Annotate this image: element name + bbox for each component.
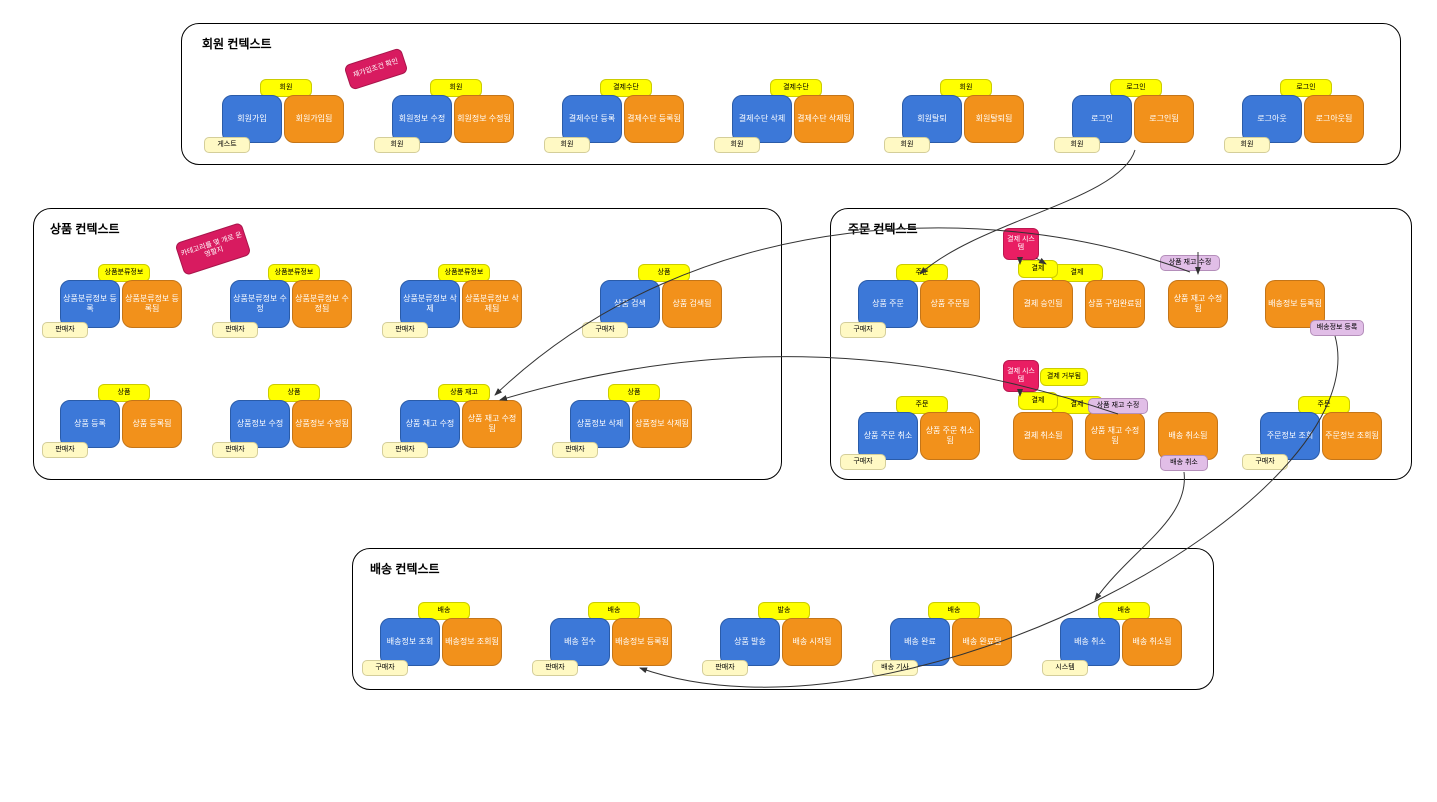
event-card: 상품 재고 수정됨 [1168,280,1228,328]
command-card: 회원가입 [222,95,282,143]
actor-tag: 판매자 [382,322,428,338]
command-card: 상품정보 수정 [230,400,290,448]
event-card: 로그아웃됨 [1304,95,1364,143]
actor-tag: 시스템 [1042,660,1088,676]
event-card: 상품분류정보 수정됨 [292,280,352,328]
member-context-title: 회원 컨텍스트 [202,35,272,52]
event-card: 회원정보 수정됨 [454,95,514,143]
event-card: 로그인됨 [1134,95,1194,143]
command-card: 상품 등록 [60,400,120,448]
command-card: 회원탈퇴 [902,95,962,143]
actor-tag: 판매자 [552,442,598,458]
command-card: 로그아웃 [1242,95,1302,143]
command-card: 상품 주문 [858,280,918,328]
stock-update-tag-2: 상품 재고 수정 [1088,398,1148,414]
event-card: 상품분류정보 등록됨 [122,280,182,328]
command-card: 상품 검색 [600,280,660,328]
event-card: 회원가입됨 [284,95,344,143]
command-card: 배송정보 조회 [380,618,440,666]
event-card: 배송정보 등록됨 [612,618,672,666]
event-card: 결제 승인됨 [1013,280,1073,328]
event-card: 배송 취소됨 [1122,618,1182,666]
command-card: 상품 주문 취소 [858,412,918,460]
command-card: 상품분류정보 삭제 [400,280,460,328]
actor-tag: 회원 [374,137,420,153]
delivery-cancel-tag: 배송 취소 [1160,455,1208,471]
actor-tag: 구매자 [582,322,628,338]
actor-tag: 회원 [544,137,590,153]
actor-tag: 판매자 [212,322,258,338]
command-card: 상품분류정보 수정 [230,280,290,328]
command-card: 회원정보 수정 [392,95,452,143]
command-card: 상품정보 삭제 [570,400,630,448]
event-card: 결제수단 삭제됨 [794,95,854,143]
order-context-title: 주문 컨텍스트 [848,220,918,237]
event-card: 배송 시작됨 [782,618,842,666]
command-card: 배송 완료 [890,618,950,666]
command-card: 상품분류정보 등록 [60,280,120,328]
command-card: 배송 접수 [550,618,610,666]
command-card: 상품 발송 [720,618,780,666]
actor-tag: 구매자 [362,660,408,676]
actor-tag: 판매자 [42,322,88,338]
event-card: 상품 주문 취소됨 [920,412,980,460]
actor-tag: 구매자 [840,454,886,470]
event-card: 결제수단 등록됨 [624,95,684,143]
command-card: 결제수단 등록 [562,95,622,143]
command-card: 결제수단 삭제 [732,95,792,143]
actor-tag: 게스트 [204,137,250,153]
event-card: 상품 주문됨 [920,280,980,328]
delivery-context-title: 배송 컨텍스트 [370,560,440,577]
actor-tag: 판매자 [212,442,258,458]
command-card: 로그인 [1072,95,1132,143]
event-card: 상품 검색됨 [662,280,722,328]
payment-tag-2: 결제 [1018,392,1058,410]
event-card: 주문정보 조회됨 [1322,412,1382,460]
actor-tag: 구매자 [1242,454,1288,470]
event-card: 회원탈퇴됨 [964,95,1024,143]
command-card: 주문정보 조회 [1260,412,1320,460]
actor-tag: 배송 기사 [872,660,918,676]
payment-system-box-2: 결제 시스템 [1003,360,1039,392]
payment-reject-tag: 결제 거부됨 [1040,368,1088,386]
command-card: 배송 취소 [1060,618,1120,666]
product-context-title: 상품 컨텍스트 [50,220,120,237]
payment-system-box-1: 결제 시스템 [1003,228,1039,260]
event-card: 배송 취소됨 [1158,412,1218,460]
actor-tag: 회원 [714,137,760,153]
actor-tag: 회원 [1054,137,1100,153]
event-card: 상품 재고 수정됨 [462,400,522,448]
actor-tag: 구매자 [840,322,886,338]
delivery-reg-tag: 배송정보 등록 [1310,320,1364,336]
event-card: 배송정보 조회됨 [442,618,502,666]
event-card: 상품정보 수정됨 [292,400,352,448]
actor-tag: 회원 [1224,137,1270,153]
payment-tag-1: 결제 [1018,260,1058,278]
actor-tag: 판매자 [382,442,428,458]
event-card: 상품 구입완료됨 [1085,280,1145,328]
event-card: 상품 등록됨 [122,400,182,448]
actor-tag: 판매자 [42,442,88,458]
event-card: 배송 완료됨 [952,618,1012,666]
command-card: 상품 재고 수정 [400,400,460,448]
event-card: 상품분류정보 삭제됨 [462,280,522,328]
stock-update-tag-1: 상품 재고 수정 [1160,255,1220,271]
event-card: 결제 취소됨 [1013,412,1073,460]
event-card: 상품 재고 수정됨 [1085,412,1145,460]
actor-tag: 회원 [884,137,930,153]
actor-tag: 판매자 [702,660,748,676]
event-card: 상품정보 삭제됨 [632,400,692,448]
actor-tag: 판매자 [532,660,578,676]
